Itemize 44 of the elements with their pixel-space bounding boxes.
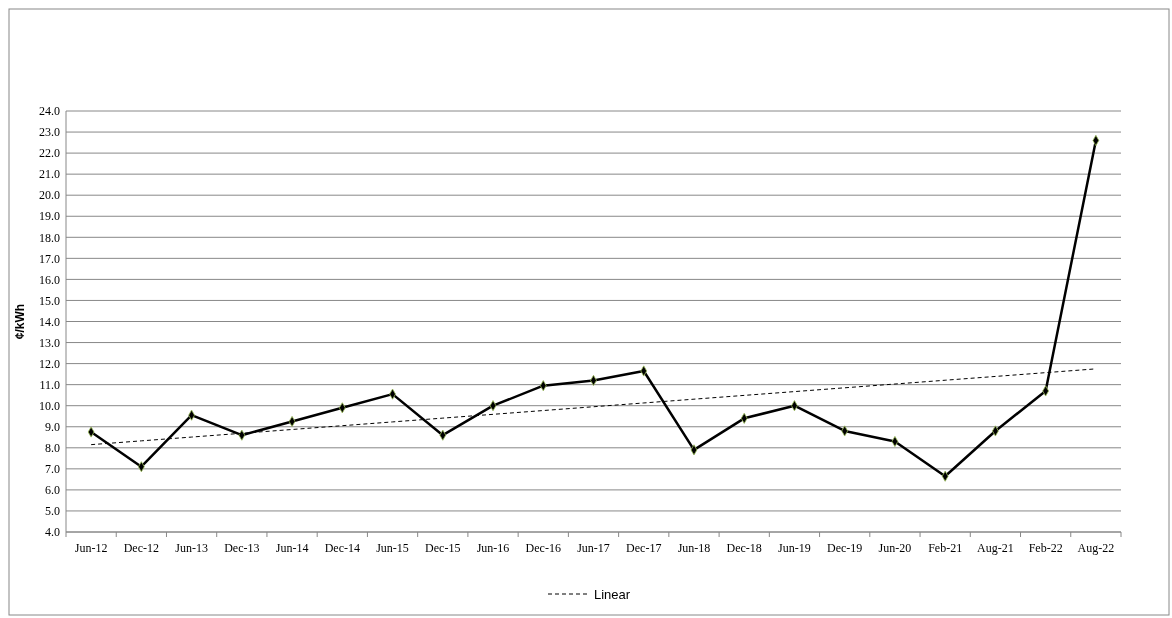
y-tick-label: 5.0: [45, 504, 60, 519]
y-tick-label: 20.0: [39, 188, 60, 203]
x-tick-label: Dec-14: [324, 541, 360, 555]
y-tick-label: 21.0: [39, 167, 60, 182]
x-tick-label: Feb-22: [1028, 541, 1063, 555]
x-tick-label: Jun-12: [74, 541, 108, 555]
y-tick-label: 17.0: [39, 251, 60, 266]
y-tick-label: 22.0: [39, 146, 60, 161]
x-tick-label: Dec-18: [726, 541, 762, 555]
x-tick-label: Jun-14: [275, 541, 309, 555]
x-tick-label: Jun-18: [677, 541, 711, 555]
x-tick-label: Jun-15: [376, 541, 409, 555]
x-tick-label: Aug-22: [1077, 541, 1115, 555]
y-tick-label: 10.0: [39, 398, 60, 413]
y-tick-label: 12.0: [39, 356, 60, 371]
x-tick-label: Feb-21: [928, 541, 963, 555]
y-tick-label: 23.0: [39, 125, 60, 140]
y-tick-label: 6.0: [45, 483, 60, 498]
y-tick-label: 8.0: [45, 441, 60, 455]
x-tick-label: Aug-21: [977, 541, 1014, 555]
y-tick-label: 14.0: [39, 314, 60, 329]
x-tick-label: Jun-13: [175, 541, 208, 555]
y-tick-label: 11.0: [39, 377, 60, 392]
y-tick-label: 19.0: [39, 209, 60, 224]
x-tick-label: Dec-13: [224, 541, 260, 555]
legend-label: Linear: [594, 586, 631, 602]
y-tick-label: 7.0: [45, 462, 60, 477]
x-tick-label: Dec-16: [525, 541, 561, 555]
x-tick-label: Jun-19: [778, 541, 811, 555]
y-tick-label: 16.0: [39, 272, 60, 287]
x-tick-label: Dec-19: [827, 541, 863, 555]
x-tick-label: Jun-17: [577, 541, 610, 555]
x-tick-label: Jun-20: [878, 541, 912, 555]
y-axis-title: ¢/kWh: [13, 303, 27, 340]
x-tick-label: Jun-16: [476, 541, 510, 555]
y-tick-label: 24.0: [39, 104, 60, 119]
x-tick-label: Dec-17: [626, 541, 662, 555]
x-tick-label: Dec-15: [425, 541, 461, 555]
y-tick-label: 13.0: [39, 335, 60, 350]
x-tick-label: Dec-12: [123, 541, 160, 555]
y-tick-label: 15.0: [39, 293, 60, 308]
y-tick-label: 9.0: [45, 419, 60, 434]
y-tick-label: 4.0: [45, 525, 60, 540]
y-tick-label: 18.0: [39, 230, 60, 245]
